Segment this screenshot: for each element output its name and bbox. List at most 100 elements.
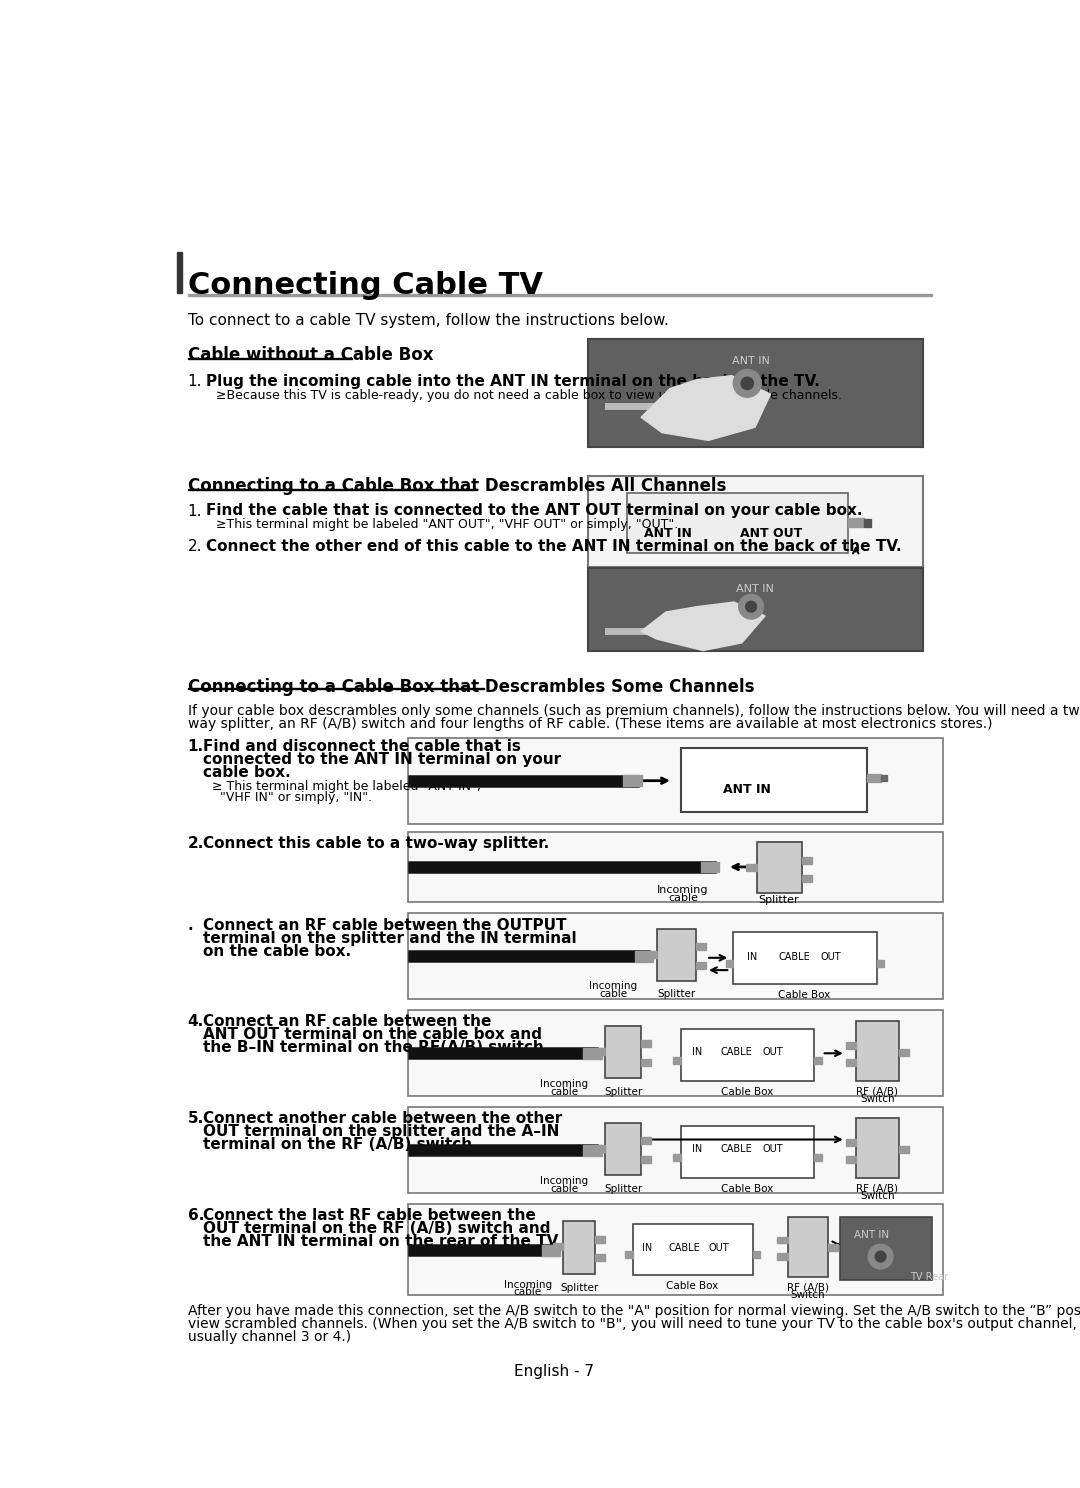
Text: Find the cable that is connected to the ANT OUT terminal on your cable box.: Find the cable that is connected to the … bbox=[206, 503, 863, 518]
Bar bbox=[778, 1253, 787, 1260]
Text: ANT IN: ANT IN bbox=[724, 783, 771, 796]
Bar bbox=[642, 1156, 651, 1162]
Bar bbox=[697, 943, 706, 951]
Bar bbox=[642, 1137, 651, 1144]
Text: Incoming: Incoming bbox=[657, 885, 708, 896]
Text: 5.: 5. bbox=[188, 1112, 204, 1126]
Polygon shape bbox=[642, 603, 765, 650]
Text: Connect the other end of this cable to the ANT IN terminal on the back of the TV: Connect the other end of this cable to t… bbox=[206, 539, 902, 554]
Text: cable: cable bbox=[551, 1088, 579, 1097]
Bar bbox=[583, 1144, 602, 1156]
Text: Find and disconnect the cable that is: Find and disconnect the cable that is bbox=[203, 740, 521, 754]
Bar bbox=[642, 1040, 651, 1048]
Bar bbox=[801, 857, 812, 865]
Text: RF (A/B): RF (A/B) bbox=[786, 1283, 828, 1293]
Bar bbox=[846, 1058, 855, 1065]
Bar bbox=[726, 960, 733, 967]
Bar bbox=[627, 493, 848, 552]
Polygon shape bbox=[642, 375, 770, 440]
Text: Connect an RF cable between the OUTPUT: Connect an RF cable between the OUTPUT bbox=[203, 918, 567, 933]
Text: CABLE: CABLE bbox=[721, 1048, 753, 1056]
Bar bbox=[647, 951, 658, 958]
Bar bbox=[855, 1117, 900, 1178]
Text: CABLE: CABLE bbox=[779, 952, 810, 961]
Bar bbox=[623, 775, 642, 786]
Text: Connect an RF cable between the: Connect an RF cable between the bbox=[203, 1013, 491, 1030]
Circle shape bbox=[739, 594, 764, 619]
Text: IN: IN bbox=[692, 1048, 702, 1056]
Text: cable: cable bbox=[551, 1184, 579, 1195]
Text: terminal on the splitter and the IN terminal: terminal on the splitter and the IN term… bbox=[203, 931, 577, 946]
Text: OUT: OUT bbox=[820, 952, 840, 961]
Bar bbox=[606, 1122, 642, 1176]
Text: ANT OUT terminal on the cable box and: ANT OUT terminal on the cable box and bbox=[203, 1027, 542, 1042]
Text: ANT IN: ANT IN bbox=[644, 527, 692, 540]
Text: view scrambled channels. (When you set the A/B switch to "B", you will need to t: view scrambled channels. (When you set t… bbox=[188, 1317, 1080, 1332]
Bar bbox=[814, 1056, 822, 1064]
Text: way splitter, an RF (A/B) switch and four lengths of RF cable. (These items are : way splitter, an RF (A/B) switch and fou… bbox=[188, 717, 993, 731]
Bar bbox=[840, 1217, 932, 1280]
Text: Cable Box: Cable Box bbox=[721, 1088, 773, 1097]
Bar bbox=[778, 1237, 787, 1244]
Bar bbox=[177, 253, 181, 293]
Bar bbox=[733, 931, 877, 984]
Circle shape bbox=[745, 601, 757, 612]
Text: ANT IN: ANT IN bbox=[854, 1231, 889, 1241]
Text: Incoming: Incoming bbox=[540, 1177, 589, 1186]
Bar bbox=[866, 774, 880, 783]
Text: Switch: Switch bbox=[860, 1190, 894, 1201]
Text: IN: IN bbox=[692, 1144, 702, 1155]
Text: English - 7: English - 7 bbox=[513, 1363, 594, 1378]
Text: RF (A/B): RF (A/B) bbox=[856, 1183, 899, 1193]
Bar bbox=[408, 1107, 943, 1193]
Bar bbox=[658, 929, 697, 981]
Text: ≥Because this TV is cable-ready, you do not need a cable box to view unscrambled: ≥Because this TV is cable-ready, you do … bbox=[216, 388, 842, 402]
Bar bbox=[846, 1156, 855, 1162]
Text: OUT: OUT bbox=[762, 1144, 783, 1155]
Text: 1.: 1. bbox=[188, 740, 204, 754]
Bar bbox=[595, 1144, 606, 1152]
Text: OUT: OUT bbox=[762, 1048, 783, 1056]
Text: .: . bbox=[188, 918, 193, 933]
Text: Cable Box: Cable Box bbox=[779, 990, 831, 1000]
Text: cable: cable bbox=[514, 1287, 542, 1298]
Circle shape bbox=[868, 1244, 893, 1269]
Text: TV Rear: TV Rear bbox=[910, 1272, 948, 1283]
Text: 1.: 1. bbox=[188, 503, 202, 518]
Text: Incoming: Incoming bbox=[589, 981, 637, 991]
Text: CABLE: CABLE bbox=[721, 1144, 753, 1155]
Text: usually channel 3 or 4.): usually channel 3 or 4.) bbox=[188, 1330, 351, 1345]
Bar bbox=[625, 1251, 633, 1257]
Text: Plug the incoming cable into the ANT IN terminal on the back of the TV.: Plug the incoming cable into the ANT IN … bbox=[206, 373, 820, 390]
Text: terminal on the RF (A/B) switch.: terminal on the RF (A/B) switch. bbox=[203, 1137, 478, 1152]
Text: IN: IN bbox=[747, 952, 757, 961]
Text: Connect this cable to a two-way splitter.: Connect this cable to a two-way splitter… bbox=[203, 836, 550, 851]
Bar bbox=[408, 1010, 943, 1097]
Text: OUT terminal on the RF (A/B) switch and: OUT terminal on the RF (A/B) switch and bbox=[203, 1222, 551, 1237]
Bar bbox=[757, 842, 801, 893]
Text: on the cable box.: on the cable box. bbox=[203, 943, 351, 958]
Text: Connecting to a Cable Box that Descrambles All Channels: Connecting to a Cable Box that Descrambl… bbox=[188, 478, 726, 496]
Text: CABLE: CABLE bbox=[669, 1242, 700, 1253]
Bar bbox=[606, 1025, 642, 1077]
Bar bbox=[697, 961, 706, 969]
Text: Cable Box: Cable Box bbox=[666, 1281, 718, 1292]
Bar bbox=[864, 519, 872, 527]
Text: After you have made this connection, set the A/B switch to the "A" position for : After you have made this connection, set… bbox=[188, 1305, 1080, 1318]
Text: Connecting Cable TV: Connecting Cable TV bbox=[188, 271, 543, 301]
Bar bbox=[642, 1058, 651, 1065]
Bar bbox=[855, 1021, 900, 1080]
Text: OUT: OUT bbox=[708, 1242, 729, 1253]
Bar bbox=[589, 568, 923, 652]
Bar bbox=[745, 865, 757, 870]
Text: Cable Box: Cable Box bbox=[721, 1184, 773, 1195]
Bar bbox=[787, 1217, 828, 1277]
Bar bbox=[814, 1155, 822, 1161]
Text: Connect the last RF cable between the: Connect the last RF cable between the bbox=[203, 1208, 536, 1223]
Bar bbox=[583, 1048, 602, 1058]
Circle shape bbox=[875, 1251, 886, 1262]
Text: cable: cable bbox=[667, 893, 698, 903]
Bar bbox=[563, 1222, 595, 1274]
Bar bbox=[542, 1245, 561, 1256]
Bar bbox=[408, 832, 943, 902]
